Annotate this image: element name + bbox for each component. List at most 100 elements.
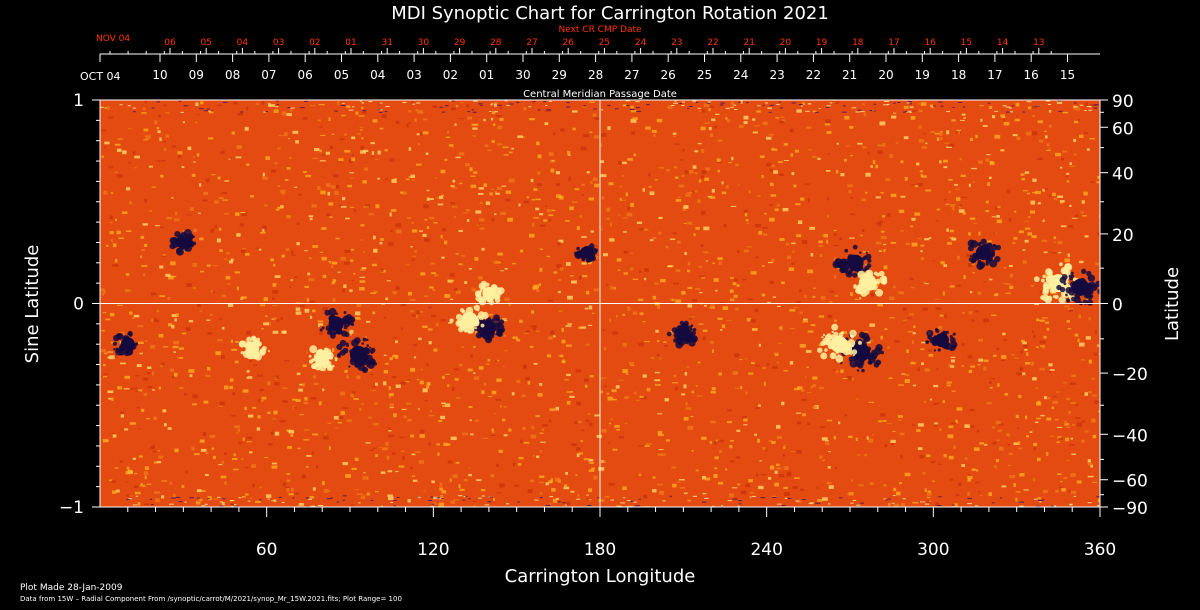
negative-flux-patch [839,266,846,274]
speckle [636,221,643,224]
date-axis-tick-label: 15 [1060,68,1075,82]
speckle [449,478,452,482]
speckle [154,120,158,125]
speckle [917,367,920,372]
speckle [249,497,253,500]
speckle [801,398,807,402]
negative-flux-patch [995,244,1002,251]
speckle [114,467,119,469]
speckle [855,398,859,400]
speckle [994,110,999,112]
speckle [729,444,733,449]
speckle [450,185,455,187]
speckle [771,147,775,150]
speckle [844,115,850,120]
speckle [277,207,281,211]
speckle [428,414,435,417]
speckle [262,176,268,180]
speckle [234,271,241,274]
speckle [424,238,430,242]
speckle [599,143,603,147]
polar-speckle [924,503,930,505]
speckle [537,154,542,159]
speckle [957,255,960,260]
speckle [210,109,214,112]
speckle [680,158,684,161]
speckle [681,290,686,295]
speckle [1092,394,1098,397]
speckle [250,194,255,198]
speckle [497,125,503,130]
speckle [807,102,812,105]
speckle [790,153,794,157]
speckle [437,203,444,206]
speckle [1046,327,1050,331]
negative-flux-patch [875,343,883,352]
speckle [658,357,662,360]
speckle [226,252,230,255]
speckle [618,379,624,381]
speckle [645,126,651,130]
speckle [561,360,566,363]
polar-speckle [893,102,896,104]
negative-flux-patch [861,368,865,373]
speckle [1022,341,1027,345]
speckle [1081,200,1085,204]
speckle [548,480,553,484]
speckle [768,439,773,443]
speckle [565,325,572,327]
positive-flux-patch [837,354,840,357]
speckle [698,179,702,183]
speckle [331,261,338,265]
speckle [796,421,802,425]
speckle [1022,249,1026,251]
polar-speckle [1047,103,1052,105]
polar-speckle [1088,109,1093,111]
speckle [627,505,633,507]
speckle [997,383,1000,387]
speckle [658,448,664,451]
speckle [339,138,345,141]
speckle [578,275,582,280]
positive-flux-patch [458,326,465,333]
speckle [963,117,966,119]
speckle [340,391,346,396]
speckle [1056,441,1060,444]
speckle [287,137,291,140]
speckle [979,104,985,107]
speckle [1057,240,1063,245]
speckle [711,188,715,193]
speckle [672,132,677,135]
speckle [309,104,316,107]
speckle [347,184,352,188]
speckle [611,389,617,393]
speckle [444,240,448,245]
speckle [469,167,473,172]
speckle [388,427,391,430]
speckle [555,194,562,199]
speckle [377,177,380,180]
speckle [580,326,587,329]
speckle [178,386,184,389]
polar-speckle [219,501,224,503]
speckle [1032,478,1036,482]
speckle [889,317,895,319]
top-axis-tick-label: 19 [816,38,828,48]
speckle [1088,500,1092,503]
speckle [150,318,154,322]
speckle [158,334,164,338]
speckle [319,149,322,153]
speckle [1009,285,1014,290]
speckle [142,273,146,277]
speckle [865,191,868,194]
speckle [691,390,695,394]
polar-speckle [1005,106,1011,108]
speckle [141,408,145,413]
speckle [857,142,863,145]
polar-speckle [662,500,666,502]
speckle [557,241,561,246]
speckle [538,481,544,484]
speckle [836,142,839,145]
speckle [263,204,268,207]
